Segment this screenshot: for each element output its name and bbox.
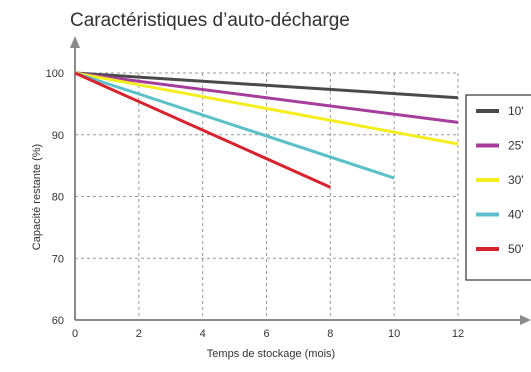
legend-label: 40': [508, 208, 524, 222]
x-tick-label: 10: [388, 328, 400, 340]
legend-label: 25': [508, 139, 524, 153]
x-tick-label: 12: [452, 328, 464, 340]
series-line: [74, 71, 459, 146]
series-lines: [74, 71, 459, 189]
legend-label: 50': [508, 242, 524, 256]
y-tick-label: 60: [52, 315, 64, 327]
x-axis-arrow: [520, 315, 531, 325]
tick-labels: 0 2 4 6 8 10 12 60 70 80 90 100: [46, 68, 464, 340]
chart-title: Caractéristiques d’auto-décharge: [70, 10, 350, 31]
legend: 10' 25' 30' 40' 50': [465, 94, 531, 281]
y-tick-label: 80: [52, 192, 64, 204]
y-tick-label: 90: [52, 130, 64, 142]
x-tick-label: 8: [327, 328, 333, 340]
series-line: [74, 71, 395, 180]
axes: [70, 36, 531, 325]
y-axis-arrow: [70, 36, 80, 48]
series-line: [74, 71, 331, 189]
series-line: [74, 71, 459, 100]
legend-label: 30': [508, 173, 524, 187]
y-tick-label: 70: [52, 253, 64, 265]
grid: [75, 72, 459, 320]
x-axis-label: Temps de stockage (mois): [207, 348, 335, 360]
legend-label: 10': [508, 104, 524, 118]
x-tick-label: 2: [136, 328, 142, 340]
y-tick-label: 100: [46, 68, 64, 80]
x-tick-label: 4: [200, 328, 206, 340]
series-line: [74, 71, 459, 124]
x-tick-label: 0: [72, 328, 78, 340]
x-tick-label: 6: [263, 328, 269, 340]
y-axis-label: Capacité restante (%): [31, 144, 43, 250]
